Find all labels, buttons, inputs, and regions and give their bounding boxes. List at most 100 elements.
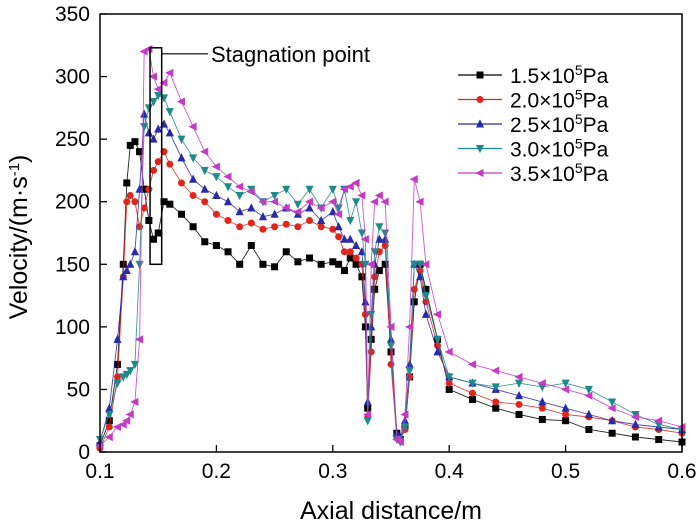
data-point [491,383,500,392]
legend-marker [475,119,485,128]
data-point [433,335,442,345]
data-point [212,190,221,199]
data-point [177,210,185,218]
data-point [125,410,134,419]
data-point [189,191,197,199]
data-point [316,203,325,213]
legend-label-base: 2.5×10 [510,114,575,137]
data-point [352,254,360,262]
data-point [421,309,431,318]
data-point [112,422,121,432]
data-point [421,292,431,301]
data-point [492,398,500,406]
data-point [282,185,291,194]
data-point [119,272,128,281]
data-point [345,182,354,191]
data-point [380,197,389,206]
data-point [560,385,570,394]
data-point [346,216,355,226]
y-tick-label: 250 [55,128,90,151]
data-point [123,179,131,187]
data-point [515,410,523,418]
legend-entry: 3.5×105Pa [458,160,609,186]
legend-label-base: 1.5×10 [510,65,575,88]
data-point [410,260,419,269]
data-point [363,410,372,419]
data-point [113,334,122,343]
data-point [176,97,185,106]
data-point [281,203,290,213]
data-point [585,425,593,433]
x-tick-label: 0.1 [85,460,114,483]
data-point [212,173,221,182]
plot-frame [99,13,683,453]
y-axis-label-close: ) [5,155,33,163]
y-tick-label: 350 [55,3,90,26]
data-point [293,200,302,209]
data-point [514,379,524,388]
legend-label-unit: Pa [583,90,609,113]
legend-label: 2.0×105Pa [510,87,609,113]
data-point [561,403,570,412]
data-point [328,197,337,206]
data-point [562,410,570,418]
data-point [444,347,453,356]
data-point [200,166,209,176]
data-point [358,273,366,281]
data-point [145,216,153,224]
data-point [375,267,383,275]
data-point [247,219,255,227]
data-point [304,197,314,206]
data-point [212,210,220,218]
data-point [514,372,523,381]
data-point [123,198,131,206]
data-point [224,248,232,256]
data-point [154,158,162,166]
data-point [584,391,593,400]
data-point [131,138,139,146]
data-point [282,220,290,228]
data-point [105,410,114,420]
series-1 [96,138,686,450]
y-axis-label-main: Velocity/(m·s [5,176,33,319]
legend-label-unit: Pa [583,114,609,137]
legend-entry: 2.0×105Pa [458,87,609,113]
x-tick-label: 0.2 [202,460,231,483]
data-point [409,175,418,184]
data-point [367,310,376,320]
legend-label-base: 3.0×10 [510,139,575,162]
data-point [211,162,220,171]
data-point [562,417,570,425]
data-point [445,373,454,382]
data-point [294,223,302,231]
data-point [492,404,500,412]
series-line [99,140,683,446]
data-point [351,178,360,188]
legend-label: 3.5×105Pa [510,160,609,186]
data-point [537,379,546,388]
data-point [357,191,366,200]
data-point [271,263,279,271]
y-tick-label: 100 [55,316,90,339]
data-point [134,335,144,344]
data-point [317,215,326,224]
x-tick-label: 0.4 [435,460,465,483]
data-point [189,154,198,163]
x-tick-label: 0.6 [667,460,696,483]
data-point [371,273,379,281]
data-point [282,248,290,256]
data-point [491,366,500,375]
data-point [608,398,617,407]
data-point [421,260,430,269]
data-point [410,298,418,306]
data-point [514,391,524,400]
data-point [293,207,302,216]
data-point [361,297,370,306]
legend-label-sup: 5 [575,160,583,176]
data-point [200,184,209,193]
data-point [294,258,302,266]
data-point [131,198,139,206]
data-point [366,260,375,269]
legend-label: 2.5×105Pa [510,111,609,137]
legend-entry: 2.5×105Pa [458,111,609,137]
